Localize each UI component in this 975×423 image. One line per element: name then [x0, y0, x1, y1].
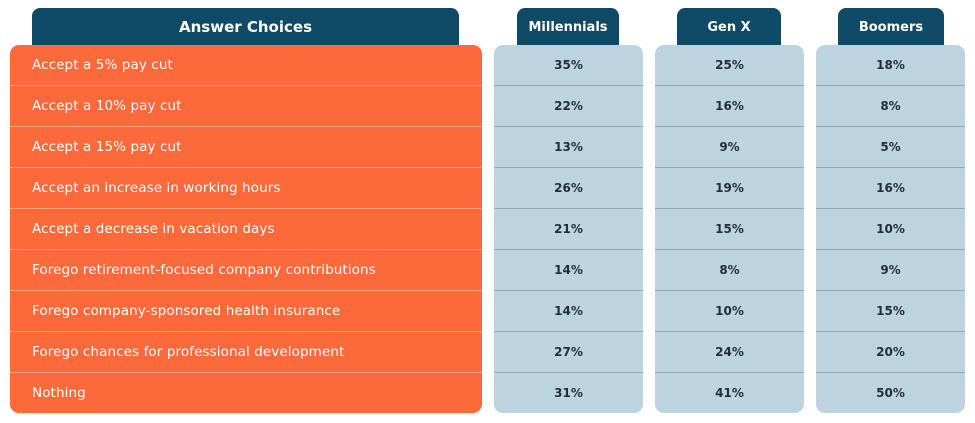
- millennials-value-cell: 35%: [494, 45, 643, 86]
- gen-x-value-cell: 10%: [655, 291, 804, 332]
- answer-choice-cell: Forego company-sponsored health insuranc…: [10, 291, 482, 332]
- millennials-value-cell: 21%: [494, 209, 643, 250]
- gen-x-value-cell: 15%: [655, 209, 804, 250]
- millennials-value-cell: 14%: [494, 291, 643, 332]
- boomers-column: 18% 8% 5% 16% 10% 9% 15% 20% 50%: [816, 45, 965, 413]
- header-answer-choices: Answer Choices: [32, 8, 459, 46]
- boomers-value-cell: 15%: [816, 291, 965, 332]
- boomers-value-cell: 5%: [816, 127, 965, 168]
- answer-choice-cell: Forego chances for professional developm…: [10, 332, 482, 373]
- boomers-value-cell: 8%: [816, 86, 965, 127]
- millennials-value-cell: 31%: [554, 386, 583, 400]
- answer-choices-column: Accept a 5% pay cut Accept a 10% pay cut A…: [10, 45, 482, 413]
- header-millennials: Millennials: [517, 8, 619, 46]
- answer-choice-cell: Accept a decrease in vacation days: [10, 209, 482, 250]
- boomers-value-cell: 10%: [816, 209, 965, 250]
- boomers-value-cell: 9%: [816, 250, 965, 291]
- gen-x-value-cell: 24%: [655, 332, 804, 373]
- millennials-column: 35% 22% 13% 26% 21% 14% 14% 27% 31%: [494, 45, 643, 413]
- answer-choice-cell: Accept a 15% pay cut: [10, 127, 482, 168]
- header-boomers: Boomers: [838, 8, 944, 46]
- millennials-value-cell: 22%: [494, 86, 643, 127]
- millennials-value-cell: 27%: [494, 332, 643, 373]
- gen-x-column: 25% 16% 9% 19% 15% 8% 10% 24% 41%: [655, 45, 804, 413]
- boomers-value-cell: 16%: [816, 168, 965, 209]
- gen-x-value-cell: 16%: [655, 86, 804, 127]
- boomers-value-cell: 50%: [876, 386, 905, 400]
- answer-choice-cell: Accept an increase in working hours: [10, 168, 482, 209]
- millennials-value-cell: 14%: [494, 250, 643, 291]
- answer-choice-cell: Accept a 10% pay cut: [10, 86, 482, 127]
- millennials-value-cell: 26%: [494, 168, 643, 209]
- gen-x-value-cell: 19%: [655, 168, 804, 209]
- header-gen-x: Gen X: [677, 8, 781, 46]
- answer-choice-cell: Nothing: [32, 385, 86, 401]
- gen-x-value-cell: 8%: [655, 250, 804, 291]
- boomers-value-cell: 20%: [816, 332, 965, 373]
- gen-x-value-cell: 25%: [655, 45, 804, 86]
- millennials-value-cell: 13%: [494, 127, 643, 168]
- boomers-value-cell: 18%: [816, 45, 965, 86]
- gen-x-value-cell: 9%: [655, 127, 804, 168]
- gen-x-value-cell: 41%: [715, 386, 744, 400]
- answer-choice-cell: Forego retirement-focused company contri…: [10, 250, 482, 291]
- answer-choice-cell: Accept a 5% pay cut: [10, 45, 482, 86]
